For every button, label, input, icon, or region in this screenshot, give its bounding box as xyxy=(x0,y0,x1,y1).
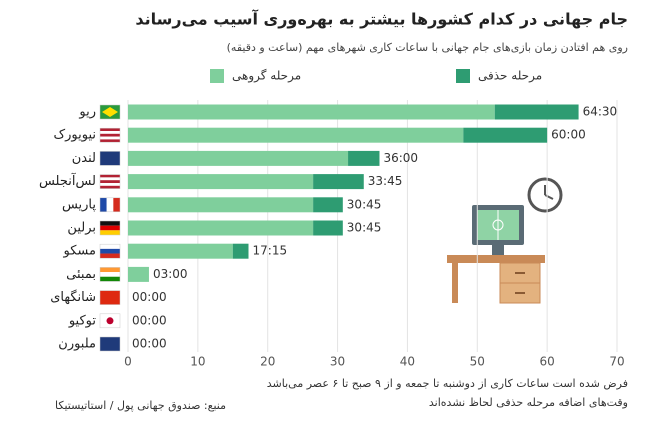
x-tick-label: 20 xyxy=(260,355,275,369)
bar-segment xyxy=(232,243,249,259)
source: منبع: صندوق جهانی پول / استاتیستیکا xyxy=(55,399,226,412)
category-label: شانگهای xyxy=(50,289,96,305)
flag xyxy=(106,317,114,325)
chart-subtitle: روی هم افتادن زمان بازی‌های جام جهانی با… xyxy=(227,41,628,54)
total-label: 60:00 xyxy=(551,128,586,142)
total-label: 03:00 xyxy=(153,267,188,281)
flag xyxy=(100,180,120,183)
bar-segment xyxy=(313,174,364,190)
category-label: بمبئی xyxy=(66,267,96,282)
flag xyxy=(100,272,120,277)
x-tick-label: 50 xyxy=(470,355,485,369)
total-label: 00:00 xyxy=(132,290,167,304)
flag xyxy=(102,107,118,117)
bar-segment xyxy=(313,220,343,236)
flag-border xyxy=(99,290,121,305)
flag xyxy=(100,131,120,134)
category-label: ملبورن xyxy=(58,337,96,352)
total-label: 30:45 xyxy=(347,197,382,211)
total-label: 17:15 xyxy=(253,244,288,258)
flag-border xyxy=(99,220,121,236)
bar-segment xyxy=(128,150,349,166)
legend-swatch xyxy=(456,69,470,83)
flag xyxy=(100,230,120,235)
total-label: 33:45 xyxy=(368,174,403,188)
total-label: 36:00 xyxy=(383,151,418,165)
pitch-circle xyxy=(492,219,504,231)
flag xyxy=(100,139,120,143)
flag xyxy=(100,133,120,137)
flag xyxy=(100,276,120,282)
x-tick-label: 60 xyxy=(540,355,555,369)
category-label: توکیو xyxy=(68,313,97,328)
clock-hand xyxy=(544,194,554,200)
flag-border xyxy=(99,151,121,166)
total-label: 30:45 xyxy=(347,221,382,235)
flag-border xyxy=(99,104,121,120)
bar-segment xyxy=(128,243,233,259)
flag-border xyxy=(99,313,121,329)
flag xyxy=(100,185,120,189)
flag-border xyxy=(99,336,121,352)
footnote: فرض شده است ساعات کاری از دوشنبه تا جمعه… xyxy=(267,377,628,390)
bar-segment xyxy=(128,197,314,213)
flag xyxy=(100,183,120,186)
flag xyxy=(106,197,114,212)
flag xyxy=(100,136,120,140)
category-label: نیویورک xyxy=(53,128,96,143)
bar-segment xyxy=(128,104,495,120)
flag xyxy=(100,337,120,351)
flag xyxy=(100,221,120,226)
category-label: لندن xyxy=(72,151,96,166)
bar-segment xyxy=(128,266,149,282)
monitor-stand xyxy=(492,245,504,255)
legend-label: مرحله گروهی xyxy=(232,69,301,84)
bar-segment xyxy=(463,127,548,143)
category-label: برلین xyxy=(67,221,96,236)
desk-leg xyxy=(452,263,458,303)
legend-swatch xyxy=(210,69,224,83)
bar-segment xyxy=(313,197,343,213)
x-tick-label: 0 xyxy=(124,355,132,369)
x-tick-label: 30 xyxy=(330,355,345,369)
footnote: وقت‌های اضافه مرحله حذفی لحاظ نشده‌اند xyxy=(429,396,628,409)
flag-border xyxy=(99,127,121,143)
flag-border xyxy=(99,197,121,213)
category-label: ریو xyxy=(78,105,96,120)
category-label: مسکو xyxy=(63,244,96,259)
bar-segment xyxy=(494,104,579,120)
bar-segment xyxy=(348,150,380,166)
x-tick-label: 70 xyxy=(609,355,624,369)
flag xyxy=(100,128,120,131)
flag xyxy=(100,267,120,273)
flag xyxy=(100,174,120,178)
x-tick-label: 10 xyxy=(190,355,205,369)
total-label: 00:00 xyxy=(132,337,167,351)
illustration xyxy=(447,177,563,304)
flag xyxy=(113,197,120,212)
flag-border xyxy=(99,267,121,282)
chart-title: جام جهانی در کدام کشورها بیشتر به بهره‌و… xyxy=(135,9,628,29)
category-label: لس‌آنجلس xyxy=(39,172,96,189)
total-label: 00:00 xyxy=(132,313,167,327)
category-label: پاریس xyxy=(62,197,96,212)
flag xyxy=(100,248,120,254)
bar-segment xyxy=(128,174,314,190)
flag xyxy=(100,197,107,212)
bar-segment xyxy=(128,220,314,236)
flag xyxy=(100,253,120,259)
flag xyxy=(100,151,120,166)
x-tick-label: 40 xyxy=(400,355,415,369)
flag-border xyxy=(99,174,121,189)
desk-top xyxy=(447,255,545,263)
flag xyxy=(100,225,120,231)
legend-label: مرحله حذفی xyxy=(478,69,542,84)
flag-border xyxy=(99,243,121,259)
flag xyxy=(100,290,120,305)
total-label: 64:30 xyxy=(583,105,618,119)
flag xyxy=(100,244,120,249)
flag xyxy=(100,177,120,181)
bar-segment xyxy=(128,127,464,143)
